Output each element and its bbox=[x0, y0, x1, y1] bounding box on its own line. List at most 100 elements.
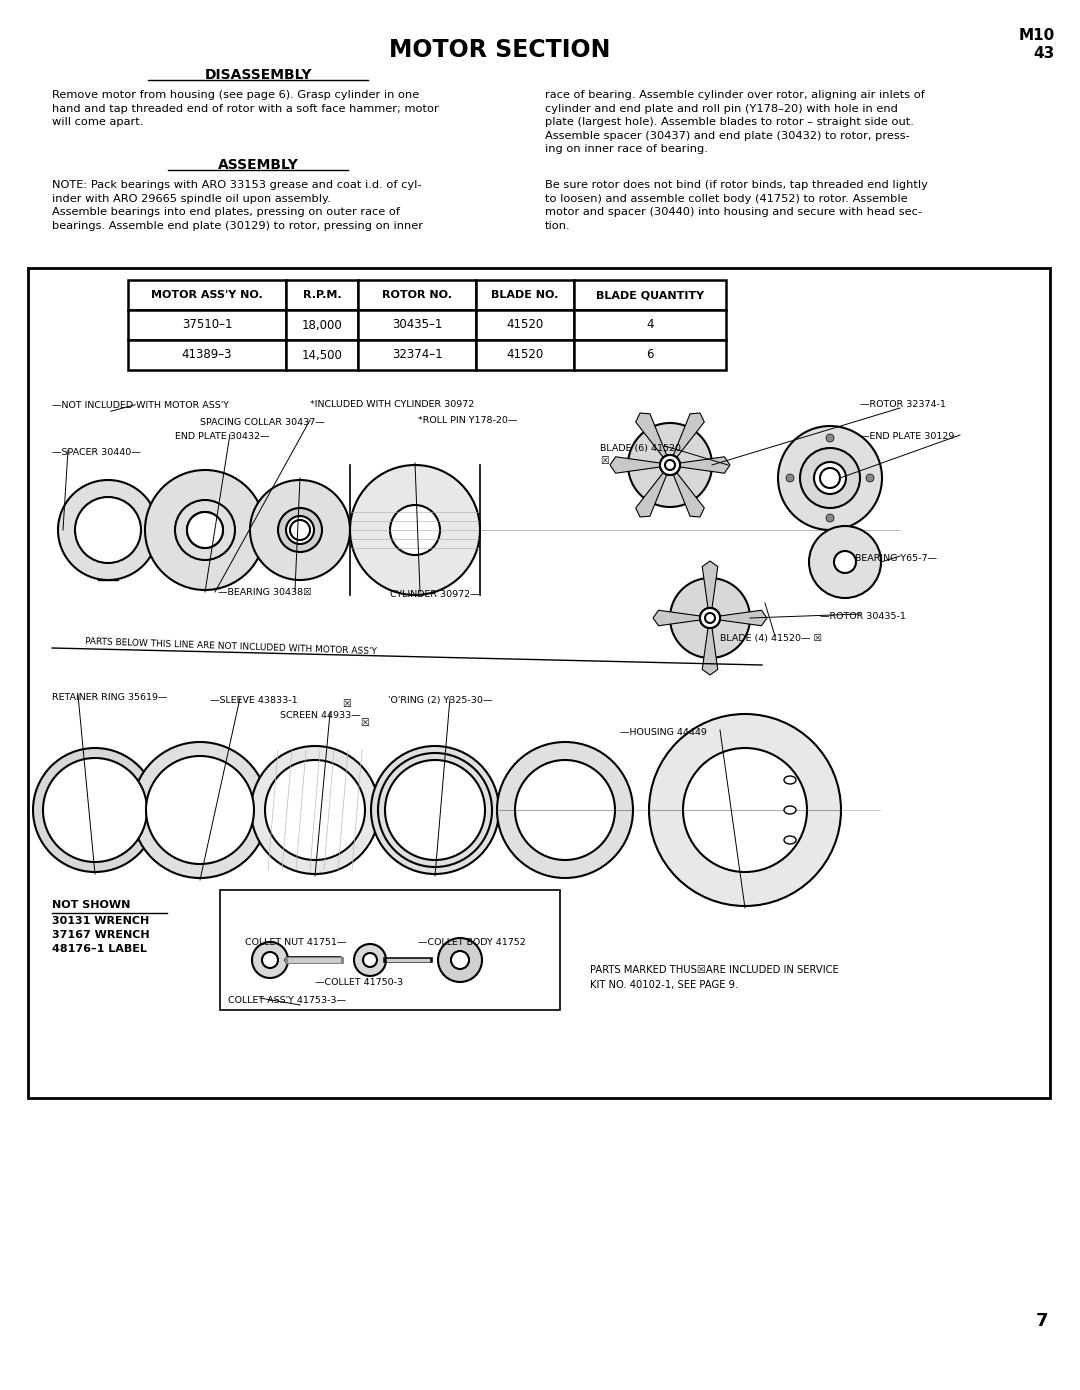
Circle shape bbox=[384, 760, 485, 860]
Circle shape bbox=[363, 954, 377, 967]
Text: NOT SHOWN: NOT SHOWN bbox=[52, 899, 131, 910]
Bar bbox=[286, 279, 357, 310]
Text: ROTOR NO.: ROTOR NO. bbox=[382, 291, 453, 300]
Text: 37510–1: 37510–1 bbox=[181, 318, 232, 331]
Circle shape bbox=[683, 748, 807, 872]
Circle shape bbox=[33, 748, 157, 872]
Text: —ROTOR 30435-1: —ROTOR 30435-1 bbox=[820, 612, 906, 621]
Polygon shape bbox=[673, 413, 704, 457]
Text: COLLET ASS'Y 41753-3—: COLLET ASS'Y 41753-3— bbox=[228, 997, 346, 1005]
Text: 'O'RING (2) Y325-30—: 'O'RING (2) Y325-30— bbox=[388, 696, 492, 705]
Text: —ROTOR 32374-1: —ROTOR 32374-1 bbox=[860, 400, 946, 409]
Circle shape bbox=[262, 952, 278, 967]
Circle shape bbox=[372, 746, 499, 874]
Circle shape bbox=[820, 468, 840, 488]
Text: BLADE (4) 41520— ☒: BLADE (4) 41520— ☒ bbox=[720, 634, 822, 644]
Circle shape bbox=[187, 512, 222, 548]
Ellipse shape bbox=[784, 806, 796, 815]
Circle shape bbox=[515, 760, 615, 860]
Circle shape bbox=[660, 455, 680, 475]
Text: ☒: ☒ bbox=[600, 456, 609, 466]
Circle shape bbox=[665, 460, 675, 470]
Text: 18,000: 18,000 bbox=[301, 318, 342, 331]
Bar bbox=[573, 341, 726, 370]
Circle shape bbox=[278, 507, 322, 552]
Circle shape bbox=[438, 938, 482, 981]
Circle shape bbox=[291, 520, 310, 539]
Circle shape bbox=[700, 607, 720, 628]
Circle shape bbox=[145, 470, 265, 589]
Bar bbox=[286, 310, 357, 341]
Circle shape bbox=[800, 448, 860, 507]
Bar bbox=[476, 310, 573, 341]
Circle shape bbox=[649, 714, 841, 906]
Text: PARTS MARKED THUS☒ARE INCLUDED IN SERVICE
KIT NO. 40102-1, SEE PAGE 9.: PARTS MARKED THUS☒ARE INCLUDED IN SERVIC… bbox=[590, 965, 839, 990]
Text: 41520: 41520 bbox=[507, 349, 543, 361]
Bar bbox=[357, 310, 476, 341]
Text: BLADE NO.: BLADE NO. bbox=[491, 291, 558, 300]
Circle shape bbox=[390, 505, 440, 555]
Text: 6: 6 bbox=[646, 349, 653, 361]
Text: MOTOR SECTION: MOTOR SECTION bbox=[389, 38, 610, 63]
Text: 37167 WRENCH: 37167 WRENCH bbox=[52, 930, 150, 940]
Ellipse shape bbox=[784, 776, 796, 784]
Text: 30435–1: 30435–1 bbox=[392, 318, 442, 331]
Text: —END PLATE 30129: —END PLATE 30129 bbox=[860, 432, 955, 441]
Circle shape bbox=[700, 607, 720, 628]
Circle shape bbox=[705, 613, 715, 623]
Text: Be sure rotor does not bind (if rotor binds, tap threaded end lightly
to loosen): Be sure rotor does not bind (if rotor bi… bbox=[545, 179, 928, 231]
Polygon shape bbox=[679, 457, 730, 473]
Text: RETAINER RING 35619—: RETAINER RING 35619— bbox=[52, 694, 167, 702]
Text: 48176–1 LABEL: 48176–1 LABEL bbox=[52, 944, 147, 954]
Circle shape bbox=[834, 550, 856, 573]
Circle shape bbox=[660, 455, 680, 475]
Text: NOTE: Pack bearings with ARO 33153 grease and coat i.d. of cyl-
inder with ARO 2: NOTE: Pack bearings with ARO 33153 greas… bbox=[52, 179, 423, 231]
Bar bbox=[286, 341, 357, 370]
Bar bbox=[573, 279, 726, 310]
Text: ☒: ☒ bbox=[360, 719, 368, 728]
Bar bbox=[357, 341, 476, 370]
Text: PARTS BELOW THIS LINE ARE NOT INCLUDED WITH MOTOR ASS'Y: PARTS BELOW THIS LINE ARE NOT INCLUDED W… bbox=[85, 637, 377, 656]
Circle shape bbox=[265, 760, 365, 860]
Circle shape bbox=[809, 525, 881, 598]
Circle shape bbox=[75, 498, 141, 563]
Circle shape bbox=[778, 425, 882, 530]
Text: CYLINDER 30972—: CYLINDER 30972— bbox=[390, 589, 480, 599]
Bar bbox=[220, 890, 561, 1011]
Text: —HOUSING 44449: —HOUSING 44449 bbox=[620, 728, 707, 737]
Circle shape bbox=[43, 758, 147, 862]
Text: —SPACER 30440—: —SPACER 30440— bbox=[52, 448, 140, 457]
Circle shape bbox=[670, 578, 750, 657]
Ellipse shape bbox=[784, 835, 796, 844]
Circle shape bbox=[58, 480, 158, 580]
Circle shape bbox=[497, 742, 633, 878]
Circle shape bbox=[354, 944, 386, 976]
Circle shape bbox=[286, 516, 314, 543]
Text: 14,500: 14,500 bbox=[301, 349, 342, 361]
Text: ☒: ☒ bbox=[342, 699, 351, 709]
Polygon shape bbox=[636, 473, 666, 517]
Text: race of bearing. Assemble cylinder over rotor, aligning air inlets of
cylinder a: race of bearing. Assemble cylinder over … bbox=[545, 90, 924, 154]
Text: DISASSEMBLY: DISASSEMBLY bbox=[204, 68, 312, 82]
Polygon shape bbox=[636, 413, 666, 457]
Circle shape bbox=[132, 742, 268, 878]
Text: M10: M10 bbox=[1018, 28, 1055, 43]
Text: 7: 7 bbox=[1036, 1312, 1049, 1330]
Circle shape bbox=[252, 942, 288, 979]
Circle shape bbox=[826, 514, 834, 523]
Text: —SLEEVE 43833-1: —SLEEVE 43833-1 bbox=[210, 696, 298, 705]
Text: END PLATE 30432—: END PLATE 30432— bbox=[175, 432, 270, 441]
Circle shape bbox=[826, 434, 834, 442]
Text: 43: 43 bbox=[1034, 46, 1055, 61]
Bar bbox=[129, 310, 286, 341]
Circle shape bbox=[451, 951, 469, 969]
Bar bbox=[573, 310, 726, 341]
Text: SCREEN 44933—: SCREEN 44933— bbox=[280, 712, 361, 720]
Bar bbox=[357, 279, 476, 310]
Circle shape bbox=[786, 474, 794, 482]
Circle shape bbox=[627, 423, 712, 507]
Text: BEARING Y65-7—: BEARING Y65-7— bbox=[855, 555, 937, 563]
Text: —NOT INCLUDED WITH MOTOR ASS'Y: —NOT INCLUDED WITH MOTOR ASS'Y bbox=[52, 400, 229, 410]
Text: —BEARING 30438☒: —BEARING 30438☒ bbox=[218, 588, 312, 596]
Text: BLADE QUANTITY: BLADE QUANTITY bbox=[596, 291, 704, 300]
